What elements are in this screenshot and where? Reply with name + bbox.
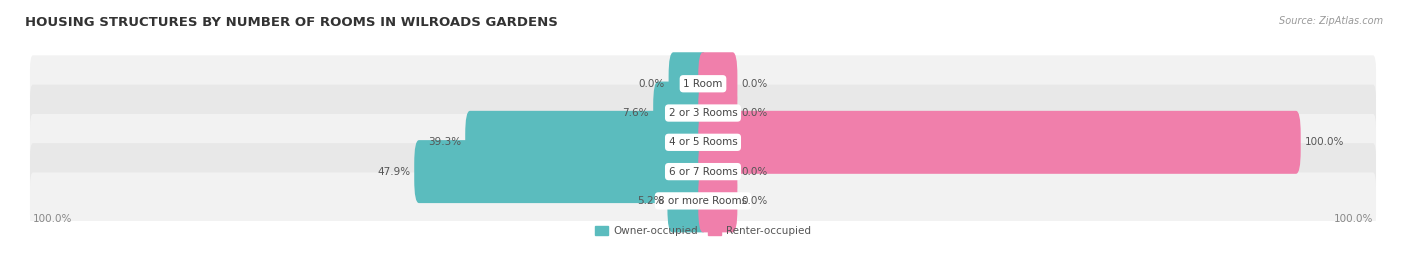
Text: 0.0%: 0.0% (741, 108, 768, 118)
Text: 0.0%: 0.0% (638, 79, 665, 89)
Text: HOUSING STRUCTURES BY NUMBER OF ROOMS IN WILROADS GARDENS: HOUSING STRUCTURES BY NUMBER OF ROOMS IN… (25, 16, 558, 29)
FancyBboxPatch shape (30, 143, 1376, 200)
Text: 4 or 5 Rooms: 4 or 5 Rooms (669, 137, 737, 147)
FancyBboxPatch shape (699, 169, 737, 232)
FancyBboxPatch shape (668, 169, 707, 232)
Text: 2 or 3 Rooms: 2 or 3 Rooms (669, 108, 737, 118)
Text: 100.0%: 100.0% (32, 214, 72, 224)
Text: 100.0%: 100.0% (1305, 137, 1344, 147)
Text: 0.0%: 0.0% (741, 167, 768, 177)
FancyBboxPatch shape (30, 55, 1376, 112)
Text: 0.0%: 0.0% (741, 79, 768, 89)
Text: 39.3%: 39.3% (427, 137, 461, 147)
Text: 0.0%: 0.0% (741, 196, 768, 206)
FancyBboxPatch shape (415, 140, 707, 203)
FancyBboxPatch shape (30, 114, 1376, 171)
Text: 5.2%: 5.2% (637, 196, 664, 206)
FancyBboxPatch shape (30, 85, 1376, 141)
Text: 47.9%: 47.9% (377, 167, 411, 177)
Text: 6 or 7 Rooms: 6 or 7 Rooms (669, 167, 737, 177)
FancyBboxPatch shape (699, 82, 737, 144)
Text: 1 Room: 1 Room (683, 79, 723, 89)
FancyBboxPatch shape (669, 52, 707, 115)
FancyBboxPatch shape (30, 173, 1376, 229)
Text: Source: ZipAtlas.com: Source: ZipAtlas.com (1279, 16, 1384, 26)
Legend: Owner-occupied, Renter-occupied: Owner-occupied, Renter-occupied (591, 222, 815, 240)
FancyBboxPatch shape (699, 111, 1301, 174)
Text: 7.6%: 7.6% (623, 108, 650, 118)
FancyBboxPatch shape (465, 111, 707, 174)
Text: 8 or more Rooms: 8 or more Rooms (658, 196, 748, 206)
FancyBboxPatch shape (654, 82, 707, 144)
FancyBboxPatch shape (699, 140, 737, 203)
FancyBboxPatch shape (699, 52, 737, 115)
Text: 100.0%: 100.0% (1334, 214, 1374, 224)
